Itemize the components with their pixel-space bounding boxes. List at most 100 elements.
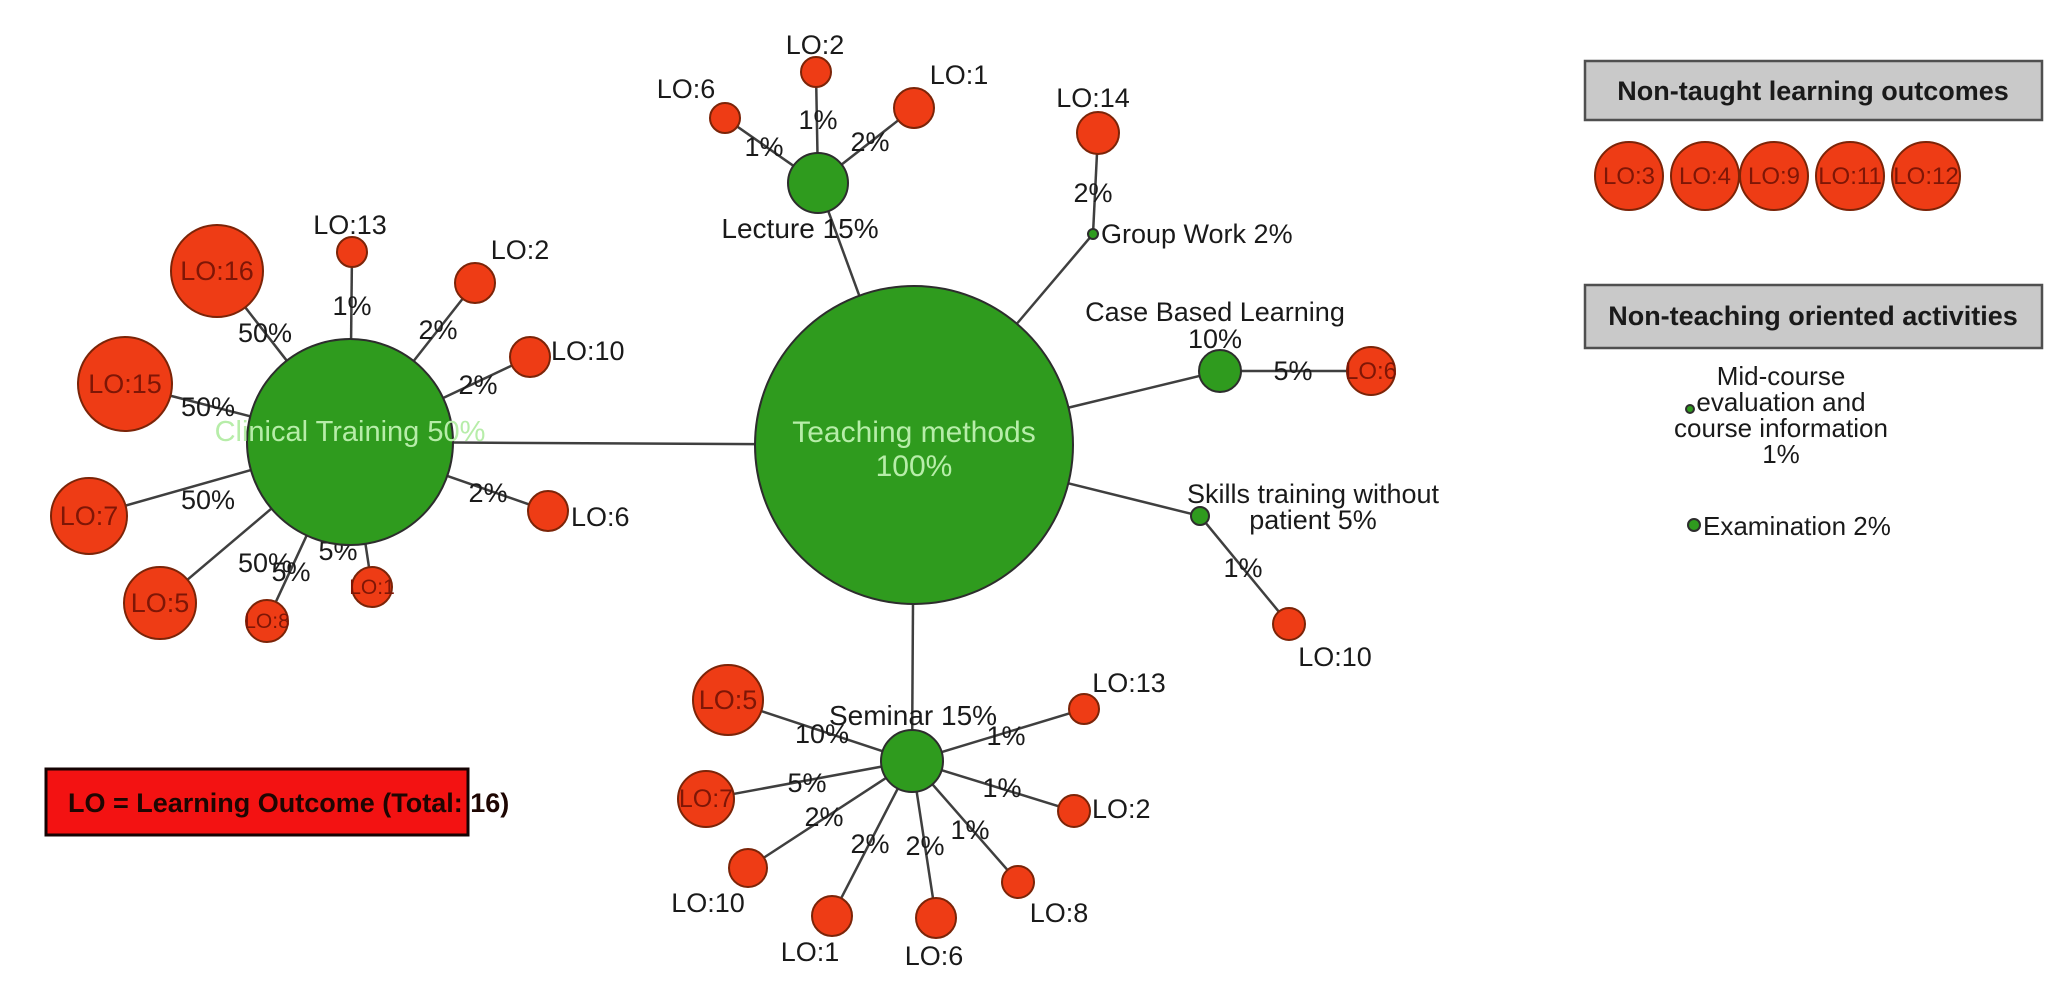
node-sem-lo7-text: LO:7 (679, 785, 733, 813)
edge-teaching-methods--clinical-training (452, 441, 756, 446)
node-cl-lo10-circle (509, 336, 551, 378)
edge-label-clinical-training--cl-lo7: 50% (181, 485, 235, 515)
node-cl-lo6-label: LO:6 (571, 502, 630, 532)
node-lec-lo1-circle (893, 87, 935, 129)
node-nt-lo3-text: LO:3 (1603, 163, 1655, 190)
edge-clinical-training--cl-lo6 (446, 474, 530, 506)
node-sem-lo2-label: LO:2 (1092, 794, 1151, 824)
edge-label-clinical-training--cl-lo8: 5% (271, 557, 310, 587)
node-cl-lo7-text: LO:7 (60, 501, 119, 531)
non-taught-header-label: Non-taught learning outcomes (1617, 76, 2009, 106)
edge-label-seminar--sem-lo10: 2% (804, 802, 843, 832)
node-mid-course-label-line-2: evaluation and (1696, 387, 1865, 417)
node-nt-lo12-text: LO:12 (1893, 163, 1958, 190)
node-cl-lo5-text: LO:5 (131, 588, 190, 618)
node-nt-lo4-text: LO:4 (1679, 163, 1731, 190)
edge-lecture--lec-lo2 (815, 86, 819, 154)
edge-clinical-training--cl-lo10 (442, 364, 513, 400)
node-cl-lo13-label: LO:13 (313, 210, 387, 240)
node-group-work-label: Group Work 2% (1101, 219, 1293, 249)
node-teaching-methods-circle (754, 285, 1074, 605)
node-lec-lo6-label: LO:6 (657, 74, 716, 104)
edge-label-seminar--sem-lo8: 1% (950, 815, 989, 845)
edge-teaching-methods--seminar (910, 603, 915, 731)
node-sem-lo6-circle (915, 897, 957, 939)
edge-label-clinical-training--cl-lo2: 2% (418, 315, 457, 345)
node-case-based-learning-label-line-2: 10% (1188, 324, 1242, 354)
edge-clinical-training--cl-lo8 (274, 534, 308, 603)
node-teaching-methods-text-line-1: Teaching methods (792, 416, 1036, 449)
node-cl-lo16-circle (170, 224, 264, 318)
node-gw-lo14-circle (1076, 111, 1120, 155)
node-clinical-training-text: Clinical Training 50% (215, 416, 486, 448)
edge-lecture--lec-lo1 (840, 119, 900, 166)
edge-teaching-methods--lecture (827, 210, 861, 297)
edge-label-seminar--sem-lo2: 1% (982, 773, 1021, 803)
edge-label-seminar--sem-lo13: 1% (986, 721, 1025, 751)
node-sem-lo8-circle (1001, 865, 1035, 899)
node-mid-course-label-line-3: course information (1674, 413, 1888, 443)
node-case-based-learning-label-line-1: Case Based Learning (1085, 297, 1345, 327)
node-lec-lo2-label: LO:2 (786, 30, 845, 60)
edge-label-seminar--sem-lo1: 2% (850, 829, 889, 859)
edge-clinical-training--cl-lo7 (125, 468, 252, 507)
node-cl-lo16-text: LO:16 (180, 256, 254, 286)
node-examination-circle (1687, 518, 1701, 532)
edge-clinical-training--cl-lo5 (186, 507, 273, 581)
edge-seminar--sem-lo13 (941, 712, 1071, 754)
node-case-based-learning-circle (1198, 349, 1242, 393)
node-sem-lo1-label: LO:1 (781, 937, 840, 967)
node-cl-lo1-text: LO:1 (349, 576, 395, 599)
edge-skills-training--sk-lo10 (1204, 522, 1280, 613)
node-examination-label: Examination 2% (1703, 511, 1891, 541)
edge-label-seminar--sem-lo5: 10% (795, 719, 849, 749)
edge-clinical-training--cl-lo16 (244, 306, 288, 362)
node-sem-lo6-label: LO:6 (905, 941, 964, 971)
edge-seminar--sem-lo10 (763, 776, 887, 859)
node-lecture-label: Lecture 15% (721, 213, 878, 244)
node-cl-lo7-circle (50, 477, 128, 555)
node-cbl-lo6-circle (1346, 346, 1396, 396)
edge-group-work--gw-lo14 (1091, 153, 1099, 230)
node-sem-lo7-circle (677, 770, 735, 828)
node-skills-training-circle (1190, 506, 1210, 526)
edge-lecture--lec-lo6 (736, 125, 795, 167)
node-sem-lo10-circle (728, 848, 768, 888)
node-nt-lo3-circle (1594, 141, 1664, 211)
edge-clinical-training--cl-lo1 (364, 543, 371, 568)
node-clinical-training-circle (246, 338, 454, 546)
node-cl-lo8-text: LO:8 (244, 610, 290, 633)
node-cbl-lo6-text: LO:6 (1345, 358, 1397, 385)
edge-label-group-work--gw-lo14: 2% (1073, 178, 1112, 208)
node-sem-lo5-text: LO:5 (699, 685, 758, 715)
node-mid-course-circle (1685, 404, 1695, 414)
edge-label-clinical-training--cl-lo5: 50% (238, 548, 292, 578)
edge-label-clinical-training--cl-lo13: 1% (332, 291, 371, 321)
edge-teaching-methods--skills-training (1068, 482, 1192, 516)
node-lec-lo1-label: LO:1 (930, 60, 989, 90)
edge-seminar--sem-lo6 (915, 791, 935, 899)
node-seminar-label: Seminar 15% (829, 700, 997, 731)
node-nt-lo11-circle (1815, 141, 1885, 211)
node-cl-lo1-circle (351, 566, 393, 608)
node-cl-lo5-circle (123, 566, 197, 640)
edge-label-case-based-learning--cbl-lo6: 5% (1273, 356, 1312, 386)
node-nt-lo9-circle (1739, 141, 1809, 211)
node-skills-training-label-line-1: Skills training without (1187, 479, 1440, 509)
node-sem-lo1-circle (811, 895, 853, 937)
node-cl-lo2-circle (454, 262, 496, 304)
edge-seminar--sem-lo7 (733, 765, 882, 796)
edge-label-clinical-training--cl-lo10: 2% (458, 370, 497, 400)
node-mid-course-label-line-1: Mid-course (1717, 361, 1846, 391)
node-sem-lo5-circle (692, 664, 764, 736)
node-sem-lo13-label: LO:13 (1092, 668, 1166, 698)
node-sem-lo10-label: LO:10 (671, 888, 745, 918)
edge-label-skills-training--sk-lo10: 1% (1223, 553, 1262, 583)
edge-teaching-methods--case-based-learning (1068, 374, 1200, 409)
node-skills-training-label-line-2: patient 5% (1249, 505, 1377, 535)
node-nt-lo11-text: LO:11 (1818, 163, 1882, 190)
edge-clinical-training--cl-lo15 (170, 394, 251, 418)
node-nt-lo12-circle (1891, 141, 1961, 211)
edge-clinical-training--cl-lo2 (412, 297, 464, 362)
